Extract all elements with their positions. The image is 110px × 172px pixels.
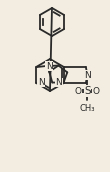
Text: N: N [46, 62, 52, 71]
Text: N: N [38, 78, 44, 87]
Text: N: N [56, 78, 62, 87]
Text: O: O [75, 87, 82, 95]
Text: S: S [84, 86, 91, 96]
Text: N: N [84, 71, 91, 79]
Text: CH₃: CH₃ [80, 104, 95, 113]
Text: O: O [93, 87, 100, 95]
